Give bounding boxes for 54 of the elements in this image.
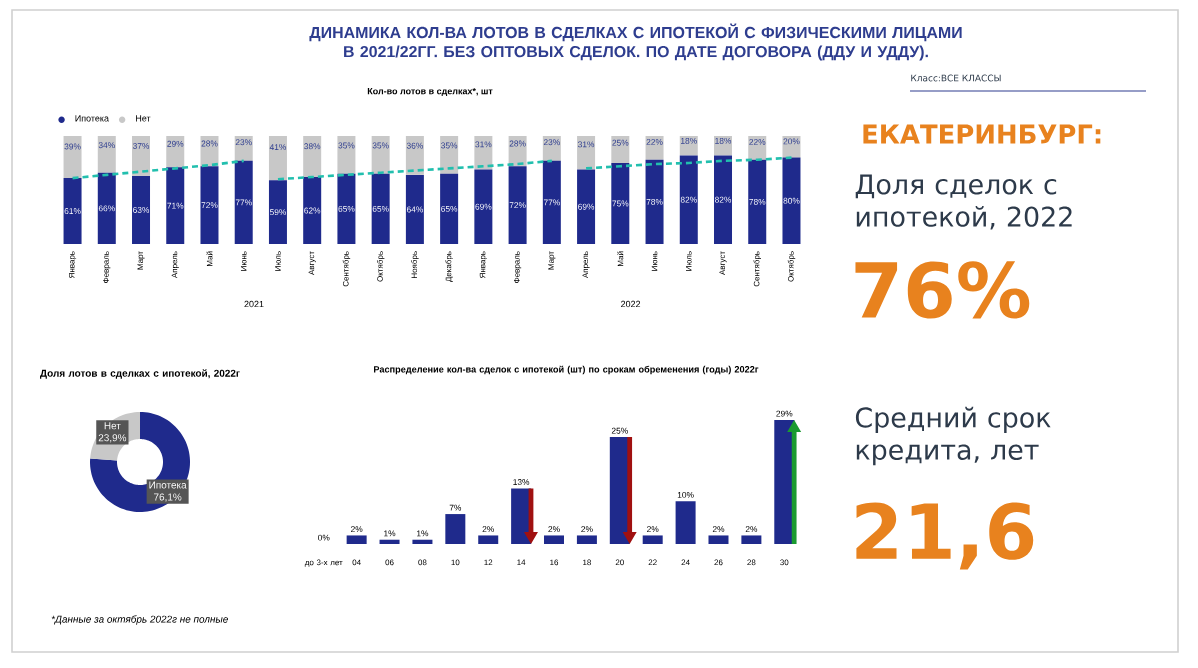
bar bbox=[303, 177, 322, 244]
bar bbox=[234, 135, 253, 161]
bar bbox=[611, 162, 630, 244]
text: 21,6 bbox=[856, 502, 1034, 570]
bar bbox=[268, 135, 287, 181]
bar bbox=[268, 180, 287, 244]
bar bbox=[346, 535, 367, 544]
bar bbox=[679, 155, 698, 244]
bar bbox=[337, 135, 356, 174]
bar bbox=[474, 169, 493, 244]
bar bbox=[645, 159, 664, 244]
bar bbox=[405, 174, 424, 244]
bar bbox=[642, 535, 663, 544]
text: Средний срок кредита, лет bbox=[855, 406, 1051, 466]
bar bbox=[645, 135, 664, 160]
bar bbox=[474, 135, 493, 170]
bar bbox=[166, 167, 185, 244]
bar bbox=[132, 175, 151, 244]
bar bbox=[97, 135, 116, 173]
bar bbox=[782, 157, 801, 244]
bar bbox=[440, 135, 459, 174]
bar bbox=[337, 173, 356, 244]
bar bbox=[63, 178, 82, 244]
bar bbox=[440, 173, 459, 244]
bar bbox=[200, 135, 219, 167]
bar bbox=[97, 172, 116, 244]
text: ЕКАТЕРИНБУРГ: bbox=[863, 124, 1101, 144]
bar bbox=[741, 535, 762, 544]
bar bbox=[200, 166, 219, 244]
text: 76% bbox=[855, 261, 1030, 319]
bar bbox=[478, 535, 499, 544]
bar bbox=[371, 135, 390, 174]
bar bbox=[782, 135, 801, 158]
bar bbox=[611, 135, 630, 163]
bar bbox=[542, 135, 561, 161]
bar bbox=[371, 173, 390, 244]
bar bbox=[63, 135, 82, 179]
bar bbox=[405, 135, 424, 175]
bar bbox=[714, 155, 733, 244]
bar bbox=[577, 169, 596, 244]
bar bbox=[303, 135, 322, 178]
bar bbox=[708, 535, 729, 544]
bar bbox=[508, 166, 527, 244]
bar bbox=[542, 160, 561, 244]
bar bbox=[445, 514, 466, 544]
bar bbox=[675, 501, 696, 544]
bar bbox=[132, 135, 151, 176]
bar bbox=[166, 135, 185, 168]
bar bbox=[544, 535, 565, 544]
bar bbox=[234, 160, 253, 244]
bar bbox=[577, 135, 596, 170]
bar bbox=[748, 159, 767, 244]
bar bbox=[576, 535, 597, 544]
text: Доля сделок с ипотекой, 2022 bbox=[855, 174, 1072, 230]
